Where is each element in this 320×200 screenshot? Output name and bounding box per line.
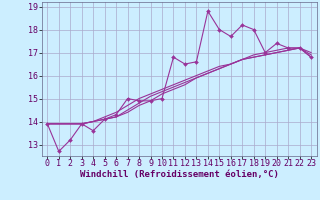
X-axis label: Windchill (Refroidissement éolien,°C): Windchill (Refroidissement éolien,°C) xyxy=(80,170,279,179)
